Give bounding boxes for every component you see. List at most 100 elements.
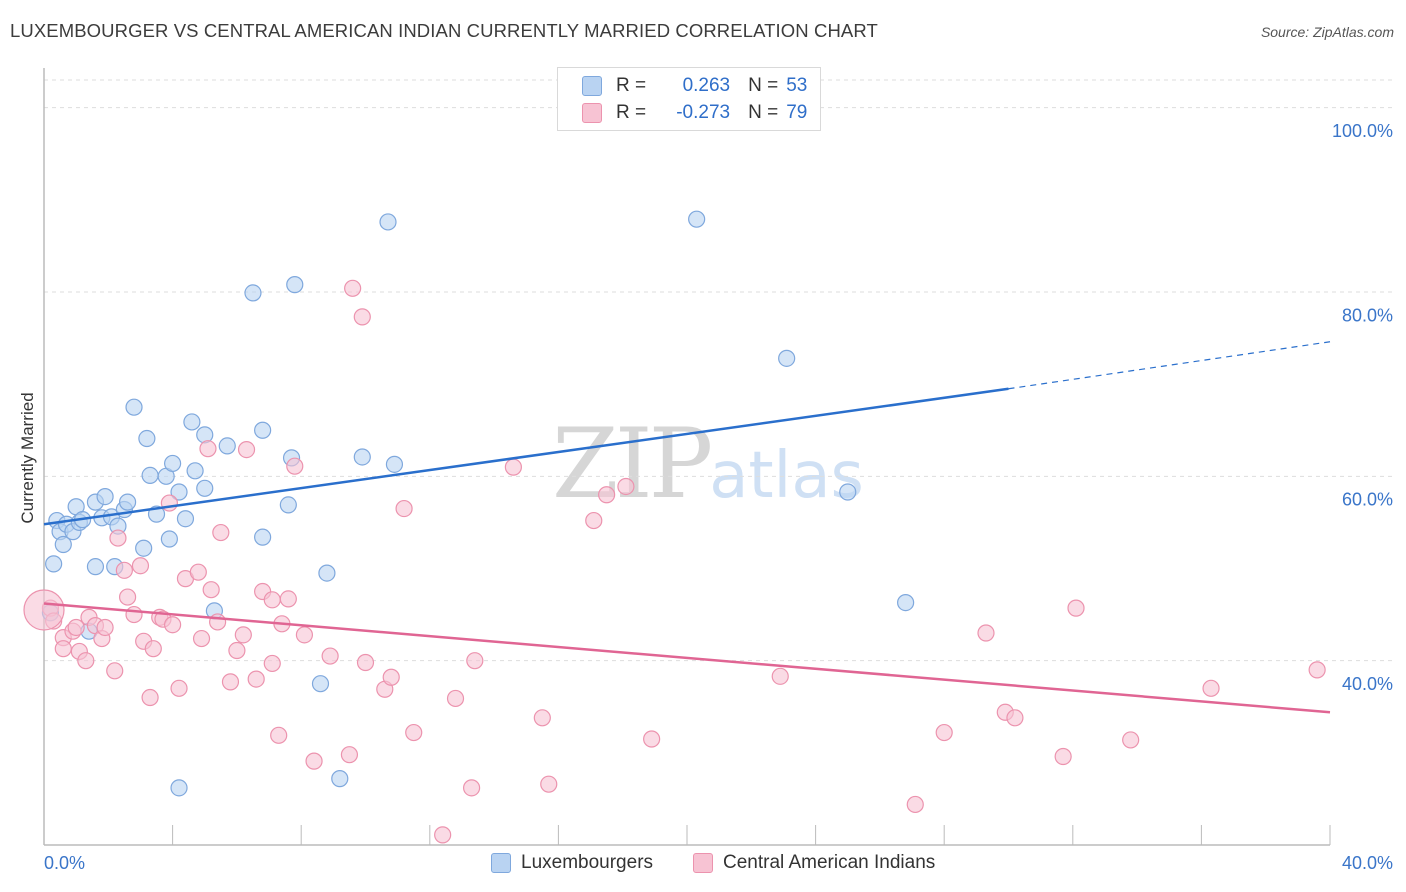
central-american-indian-point bbox=[1308, 661, 1326, 679]
luxembourger-point bbox=[135, 539, 153, 557]
central-american-indian-point bbox=[263, 591, 281, 609]
luxembourger-point bbox=[138, 429, 156, 448]
series-legend-central-american-indians[interactable]: Central American Indians bbox=[693, 852, 935, 874]
luxembourger-point bbox=[86, 558, 105, 576]
central-american-indian-point bbox=[434, 826, 452, 844]
series-legend: Luxembourgers Central American Indians bbox=[0, 852, 1406, 878]
legend-n-value: 79 bbox=[786, 102, 808, 123]
luxembourger-point bbox=[141, 466, 159, 485]
luxembourger-point bbox=[286, 276, 304, 294]
central-american-indian-point bbox=[395, 499, 413, 518]
central-american-indian-point bbox=[598, 486, 616, 504]
series-swatch-blue bbox=[491, 853, 511, 873]
central-american-indian-point bbox=[504, 458, 522, 476]
central-american-indian-point bbox=[125, 605, 143, 624]
luxembourger-trend-extension bbox=[1008, 341, 1331, 390]
central-american-indian-point bbox=[462, 779, 481, 797]
central-american-indian-point bbox=[189, 563, 207, 581]
series-legend-luxembourgers[interactable]: Luxembourgers bbox=[491, 852, 653, 874]
central-american-indian-point bbox=[906, 795, 924, 814]
central-american-indian-point bbox=[234, 626, 252, 644]
legend-r-label: R = bbox=[616, 102, 647, 123]
watermark-zip: ZIP bbox=[552, 408, 713, 520]
luxembourger-point bbox=[279, 496, 297, 514]
central-american-indian-point bbox=[141, 688, 159, 707]
central-american-indian-point bbox=[295, 626, 314, 644]
luxembourger-point bbox=[311, 675, 330, 693]
y-tick-label: 60.0% bbox=[1342, 490, 1393, 510]
central-american-indian-point bbox=[221, 673, 240, 691]
central-american-indian-point bbox=[286, 457, 304, 475]
x-tick-label: 0.0% bbox=[44, 853, 85, 873]
luxembourger-point bbox=[125, 398, 143, 416]
legend-swatch-blue bbox=[582, 76, 602, 96]
central-american-indian-point bbox=[212, 523, 230, 542]
central-american-indian-point bbox=[1067, 599, 1085, 617]
luxembourger-point bbox=[897, 593, 915, 612]
central-american-indian-point bbox=[305, 752, 323, 770]
y-tick-label: 80.0% bbox=[1342, 305, 1393, 325]
luxembourger-point bbox=[353, 448, 371, 466]
central-american-indian-point bbox=[617, 477, 635, 496]
legend-row-central-american-indians: R = -0.273 N = 79 bbox=[582, 101, 807, 125]
luxembourger-point bbox=[170, 483, 188, 501]
central-american-indian-point bbox=[340, 746, 359, 764]
luxembourger-point bbox=[183, 413, 201, 431]
luxembourger-point bbox=[164, 454, 182, 473]
central-american-indian-point bbox=[247, 670, 265, 688]
central-american-indian-point bbox=[144, 640, 162, 658]
central-american-indian-point bbox=[533, 709, 551, 727]
central-american-indian-point bbox=[382, 668, 400, 686]
luxembourger-point bbox=[254, 528, 272, 546]
central-american-indian-point bbox=[106, 662, 124, 680]
stats-legend: R = 0.263 N = 53 R = -0.273 N = 79 bbox=[557, 67, 821, 131]
luxembourger-point bbox=[186, 462, 204, 480]
luxembourger-point bbox=[331, 770, 349, 788]
luxembourger-point bbox=[196, 479, 214, 497]
luxembourger-point bbox=[839, 483, 857, 501]
luxembourger-point bbox=[778, 349, 796, 367]
legend-r-value: -0.273 bbox=[676, 102, 731, 123]
central-american-indian-point bbox=[344, 279, 362, 297]
central-american-indian-point bbox=[170, 679, 188, 697]
central-american-indian-point bbox=[67, 618, 85, 637]
luxembourger-point bbox=[379, 213, 397, 231]
luxembourger-point bbox=[160, 530, 178, 548]
central-american-indian-point bbox=[202, 581, 220, 599]
central-american-indian-point bbox=[54, 640, 72, 658]
source-note: Source: ZipAtlas.com bbox=[1260, 24, 1394, 40]
central-american-indian-point bbox=[131, 557, 150, 575]
central-american-indian-point bbox=[77, 652, 95, 670]
luxembourger-point bbox=[118, 493, 137, 511]
central-american-indian-point bbox=[270, 726, 288, 744]
luxembourger-point bbox=[45, 555, 63, 573]
central-american-indian-point bbox=[96, 618, 114, 637]
central-american-indian-point bbox=[115, 561, 133, 579]
y-tick-label: 40.0% bbox=[1342, 674, 1393, 694]
series-legend-label: Central American Indians bbox=[723, 852, 936, 873]
central-american-indian-point bbox=[1006, 709, 1024, 727]
central-american-indian-point bbox=[164, 616, 182, 634]
central-american-indian-point bbox=[263, 654, 281, 673]
legend-row-luxembourgers: R = 0.263 N = 53 bbox=[582, 74, 807, 98]
chart-title: LUXEMBOURGER VS CENTRAL AMERICAN INDIAN … bbox=[10, 20, 878, 41]
luxembourger-point bbox=[688, 210, 706, 228]
luxembourger-point bbox=[385, 455, 404, 473]
legend-r-label: R = bbox=[616, 75, 647, 96]
luxembourger-point bbox=[244, 284, 262, 302]
central-american-indian-point bbox=[466, 652, 484, 670]
luxembourger-point bbox=[254, 421, 272, 439]
central-american-indian-point bbox=[1054, 747, 1072, 766]
central-american-indian-point bbox=[771, 667, 789, 685]
central-american-indian-trend-line bbox=[43, 602, 1331, 714]
central-american-indian-point bbox=[192, 629, 211, 648]
y-tick-label: 100.0% bbox=[1332, 121, 1393, 141]
central-american-indian-point bbox=[109, 529, 127, 547]
central-american-indian-point bbox=[405, 723, 423, 742]
luxembourger-point bbox=[170, 779, 188, 797]
luxembourger-point bbox=[96, 488, 114, 506]
legend-swatch-pink bbox=[582, 103, 602, 123]
central-american-indian-point bbox=[321, 647, 339, 665]
x-tick-label: 40.0% bbox=[1342, 853, 1393, 873]
